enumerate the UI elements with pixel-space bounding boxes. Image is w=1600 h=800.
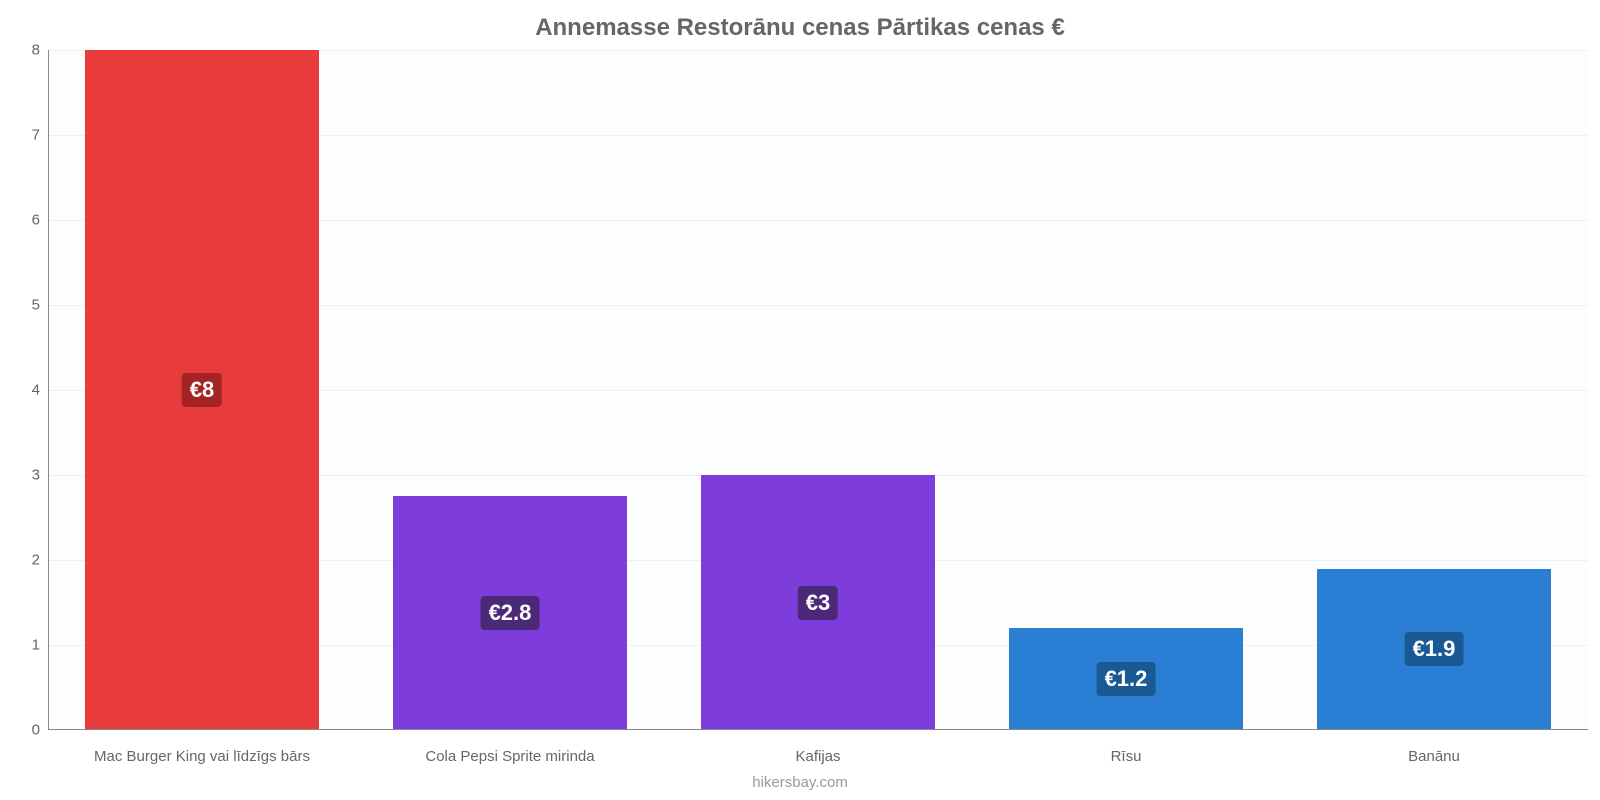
x-tick-label: Cola Pepsi Sprite mirinda [425,748,594,765]
bar-value-label: €1.9 [1405,632,1464,666]
bar-slot: €2.8 [393,50,627,730]
bar-value-label: €3 [798,586,838,620]
y-tick-label: 7 [14,127,40,144]
y-tick-label: 0 [14,722,40,739]
bar-slot: €3 [701,50,935,730]
y-tick-label: 3 [14,467,40,484]
x-tick-label: Banānu [1408,748,1460,765]
x-tick-label: Kafijas [795,748,840,765]
attribution: hikersbay.com [0,774,1600,791]
chart-title: Annemasse Restorānu cenas Pārtikas cenas… [0,14,1600,42]
y-axis-line [48,50,49,730]
bar-slot: €1.9 [1317,50,1551,730]
y-tick-label: 5 [14,297,40,314]
x-tick-label: Rīsu [1111,748,1142,765]
y-tick-label: 8 [14,42,40,59]
x-axis-line [48,729,1588,730]
bar: €2.8 [393,496,627,730]
bar-slot: €1.2 [1009,50,1243,730]
bar: €3 [701,475,935,730]
plot-area: €8 €2.8 €3 €1.2 €1.9 [48,50,1588,730]
bar-slot: €8 [85,50,319,730]
y-tick-label: 1 [14,637,40,654]
bar-value-label: €1.2 [1097,662,1156,696]
bars-container: €8 €2.8 €3 €1.2 €1.9 [48,50,1588,730]
bar: €1.2 [1009,628,1243,730]
bar-value-label: €2.8 [481,596,540,630]
y-tick-label: 4 [14,382,40,399]
bar: €8 [85,50,319,730]
bar: €1.9 [1317,569,1551,731]
x-tick-label: Mac Burger King vai līdzīgs bārs [94,748,310,765]
bar-value-label: €8 [182,373,222,407]
y-tick-label: 6 [14,212,40,229]
price-chart: Annemasse Restorānu cenas Pārtikas cenas… [0,0,1600,800]
y-tick-label: 2 [14,552,40,569]
